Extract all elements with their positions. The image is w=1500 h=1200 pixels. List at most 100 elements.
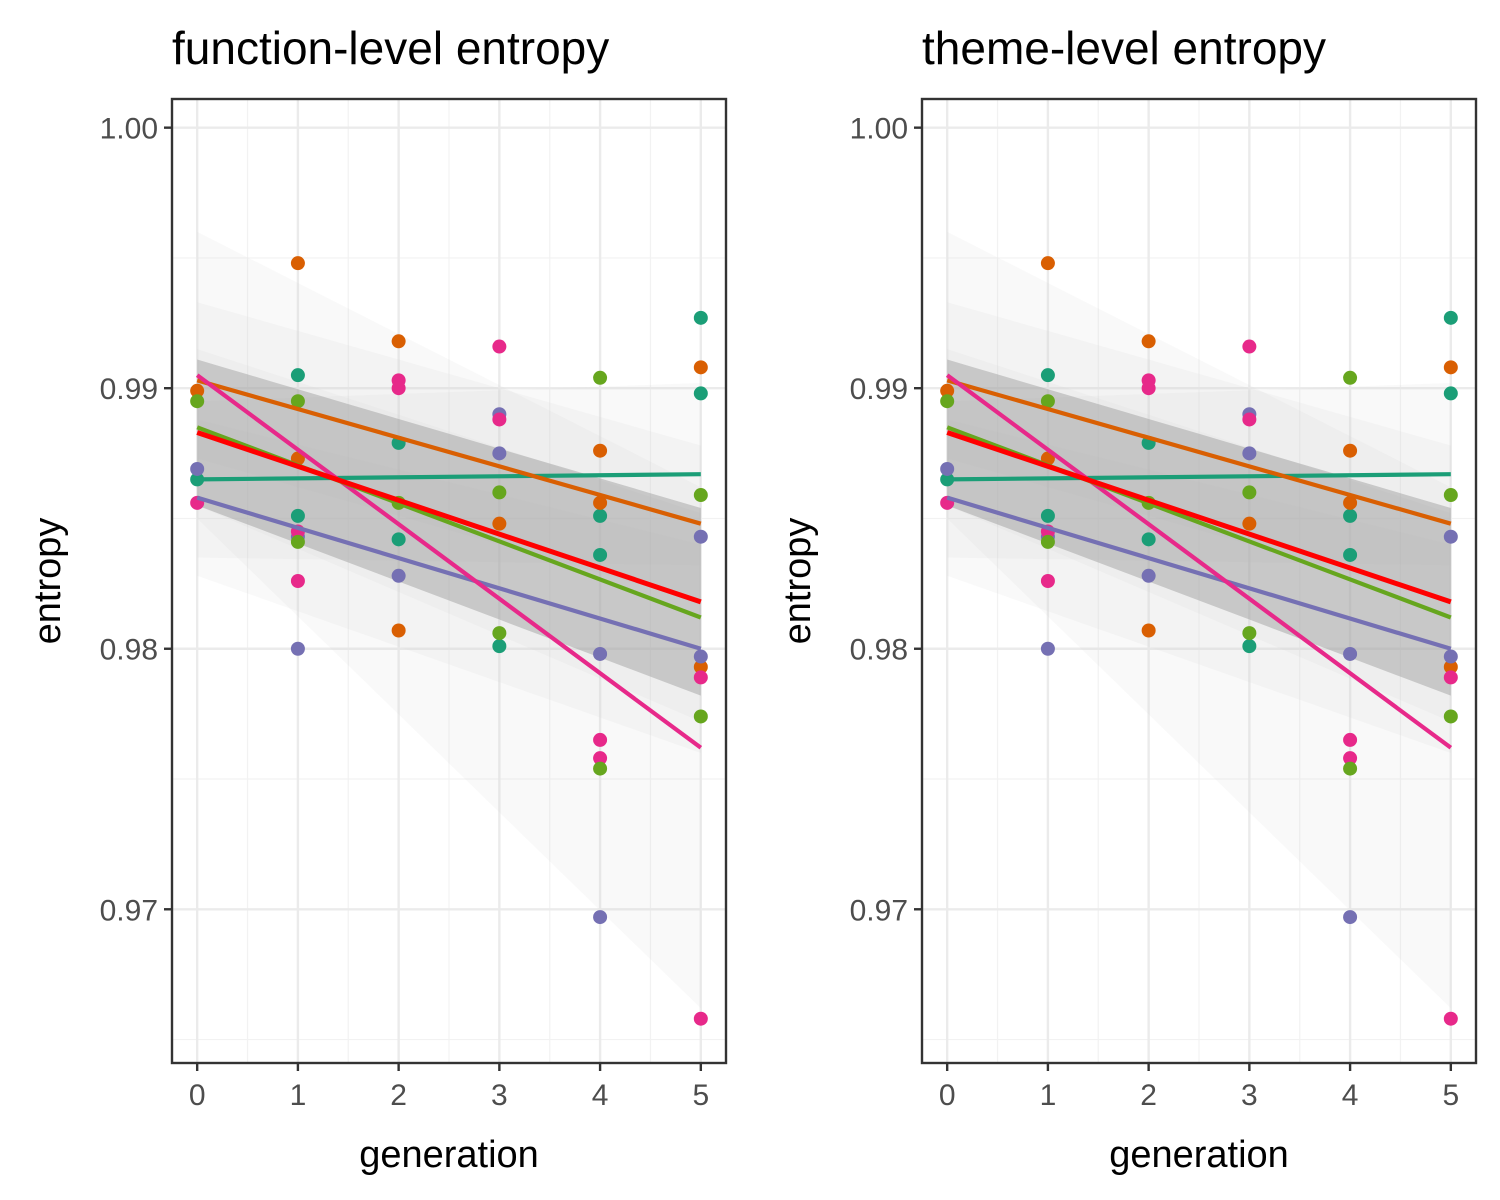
data-point-series-3 (290, 574, 305, 588)
data-point-series-4 (1242, 626, 1257, 641)
data-point-series-1 (593, 443, 608, 458)
x-tick-label: 4 (1342, 1079, 1359, 1112)
data-point-series-3 (492, 339, 507, 354)
confidence-band-series-4 (197, 349, 701, 722)
data-point-series-1 (1040, 256, 1055, 271)
data-point-series-2 (1443, 529, 1458, 544)
x-tick-label: 0 (189, 1079, 206, 1112)
data-point-series-4 (492, 626, 507, 641)
data-point-series-4 (693, 709, 708, 724)
data-point-series-0 (1040, 508, 1055, 523)
y-tick-label: 0.98 (850, 634, 908, 667)
data-point-series-1 (1343, 443, 1358, 458)
data-point-series-3 (1242, 412, 1257, 427)
data-point-series-3 (1040, 574, 1055, 588)
data-point-series-3 (1343, 732, 1358, 747)
plot-area (922, 99, 1476, 1063)
data-point-series-0 (1443, 310, 1458, 325)
data-point-series-3 (693, 670, 708, 685)
fit-line-series-3 (945, 373, 1453, 750)
x-tick-label: 0 (939, 1079, 956, 1112)
data-point-series-4 (1343, 370, 1358, 385)
data-point-series-1 (1141, 334, 1156, 349)
data-point-series-3 (1443, 670, 1458, 685)
fit-line-series-1 (196, 378, 702, 526)
data-point-series-4 (190, 394, 205, 409)
data-point-series-3 (1443, 1011, 1458, 1026)
data-point-series-4 (1443, 488, 1458, 503)
confidence-band-series-0 (947, 382, 1451, 566)
data-point-series-0 (290, 368, 305, 383)
data-point-series-1 (693, 659, 708, 674)
data-point-series-2 (1343, 646, 1358, 661)
data-point-series-2 (593, 646, 608, 661)
data-point-series-3 (1141, 381, 1156, 396)
data-point-series-4 (593, 761, 608, 776)
y-tick-label: 0.99 (100, 373, 158, 406)
fit-line-series-2 (946, 495, 1452, 651)
data-point-series-4 (1343, 761, 1358, 776)
x-axis-label: generation (359, 1134, 539, 1176)
y-tick-label: 0.99 (850, 373, 908, 406)
plot-area (172, 99, 726, 1063)
panel-border (920, 97, 1478, 1065)
data-point-series-2 (1343, 910, 1358, 925)
y-tick-label: 1.00 (850, 113, 908, 146)
confidence-band-series-4 (947, 349, 1451, 722)
x-tick-label: 2 (390, 1079, 407, 1112)
data-point-series-4 (290, 394, 305, 409)
data-point-series-0 (693, 310, 708, 325)
y-tick-label: 0.97 (100, 894, 158, 927)
x-tick-label: 3 (1241, 1079, 1258, 1112)
data-point-series-2 (1443, 649, 1458, 664)
x-tick-label: 2 (1140, 1079, 1157, 1112)
data-point-series-0 (1343, 508, 1358, 523)
x-axis-label: generation (1109, 1134, 1289, 1176)
data-point-series-2 (693, 529, 708, 544)
data-point-series-0 (1343, 547, 1358, 562)
data-point-series-1 (1443, 360, 1458, 375)
data-point-series-0 (290, 508, 305, 523)
data-point-series-1 (1141, 623, 1156, 638)
data-point-series-2 (593, 910, 608, 925)
panel-title: function-level entropy (172, 22, 609, 74)
data-point-series-0 (593, 547, 608, 562)
fit-line-series-0 (197, 472, 701, 482)
y-axis-label: entropy (27, 518, 69, 645)
data-point-series-1 (1443, 659, 1458, 674)
x-tick-label: 5 (1442, 1079, 1459, 1112)
data-point-series-2 (940, 461, 955, 476)
data-point-series-1 (290, 256, 305, 271)
data-point-series-2 (290, 641, 305, 656)
confidence-band-series-2 (197, 419, 701, 753)
data-point-series-1 (492, 516, 507, 531)
data-point-series-2 (1040, 641, 1055, 656)
data-point-series-4 (1040, 394, 1055, 409)
fit-line-series-5 (946, 430, 1452, 605)
data-point-series-1 (391, 623, 406, 638)
data-point-series-0 (1242, 639, 1257, 654)
data-point-series-0 (391, 532, 406, 547)
data-point-series-2 (492, 446, 507, 461)
confidence-band-series-3 (197, 231, 701, 1009)
data-point-series-0 (492, 639, 507, 654)
data-point-series-3 (593, 732, 608, 747)
data-point-series-1 (693, 360, 708, 375)
panel-title: theme-level entropy (922, 22, 1326, 74)
data-point-series-0 (1040, 368, 1055, 383)
data-point-series-3 (1242, 339, 1257, 354)
data-point-series-3 (492, 412, 507, 427)
data-point-series-3 (593, 751, 608, 766)
x-tick-label: 1 (290, 1079, 307, 1112)
data-point-series-4 (593, 370, 608, 385)
data-point-series-0 (1443, 386, 1458, 401)
data-point-series-1 (391, 334, 406, 349)
fit-line-series-0 (947, 472, 1451, 482)
data-point-series-3 (1343, 751, 1358, 766)
data-point-series-2 (1242, 446, 1257, 461)
data-point-series-4 (1242, 485, 1257, 500)
data-point-series-0 (593, 508, 608, 523)
data-point-series-3 (693, 1011, 708, 1026)
data-point-series-4 (492, 485, 507, 500)
